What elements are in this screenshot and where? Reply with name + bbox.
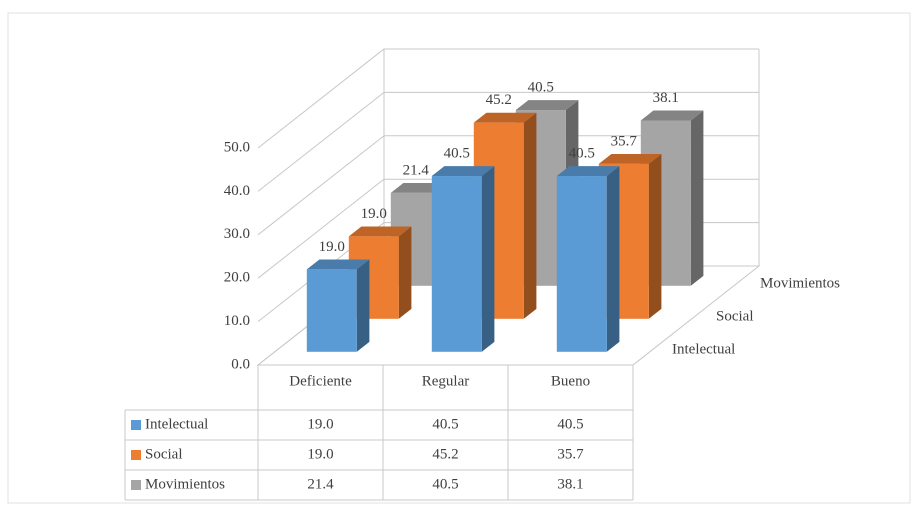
data-label: 19.0 [361,206,387,222]
bar-top [598,153,662,164]
data-label: 40.5 [444,145,470,161]
bar-top [556,166,620,177]
y-tick-label: 40.0 [224,183,250,199]
table-cell: 19.0 [307,446,333,462]
x-tick-label: Deficiente [289,373,352,389]
table-cell: 40.5 [432,476,458,492]
legend-label: Movimientos [145,476,225,492]
bar-top [306,259,370,270]
table-cell: 40.5 [557,416,583,432]
x-tick-label: Regular [422,373,469,389]
bar-top [640,110,704,121]
x-tick-label: Bueno [551,373,590,389]
bar-top [348,226,412,237]
legend-swatch [131,480,141,490]
bar-top [515,100,579,111]
data-label: 40.5 [569,145,595,161]
table-cell: 21.4 [307,476,334,492]
table-cell: 40.5 [432,416,458,432]
y-tick-label: 50.0 [224,139,250,155]
y-tick-label: 20.0 [224,270,250,286]
bar-side [398,226,412,319]
y-tick-label: 30.0 [224,226,250,242]
bar-side [481,166,495,352]
legend-label: Social [145,446,183,462]
bar [556,176,607,352]
data-label: 40.5 [528,79,554,95]
depth-label: Movimientos [760,275,840,291]
data-label: 19.0 [319,239,345,255]
bar-side [648,153,662,319]
depth-label: Social [716,308,754,324]
table-cell: 19.0 [307,416,333,432]
bar [306,269,357,352]
data-label: 38.1 [653,90,679,106]
legend-swatch [131,450,141,460]
bar [431,176,482,352]
chart-frame [7,12,911,504]
table-cell: 38.1 [557,476,583,492]
y-tick-label: 0.0 [231,356,250,372]
bar-side [523,112,537,319]
bar-side [690,110,704,286]
depth-label: Intelectual [672,341,735,357]
y-tick-label: 10.0 [224,313,250,329]
data-label: 45.2 [486,92,512,108]
bar-side [606,166,620,352]
legend-swatch [131,420,141,430]
bar-top [431,166,495,177]
table-cell: 35.7 [557,446,584,462]
legend-label: Intelectual [145,416,208,432]
table-cell: 45.2 [432,446,458,462]
bar-top [473,112,537,123]
data-label: 35.7 [611,133,638,149]
data-label: 21.4 [403,162,430,178]
bar-side [356,259,370,352]
